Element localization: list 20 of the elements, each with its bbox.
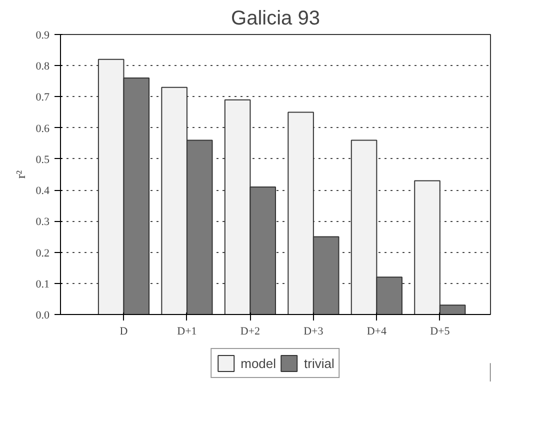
legend-label: model	[240, 356, 276, 370]
x-tick-label: D+1	[177, 326, 197, 338]
y-axis-title: r²	[12, 170, 28, 179]
y-tick-label: 0.3	[36, 216, 50, 228]
legend-label: trivial	[304, 356, 334, 370]
y-tick-label: 0.1	[36, 278, 50, 290]
y-tick-label: 0.0	[36, 310, 50, 322]
y-tick-label: 0.2	[36, 247, 50, 260]
x-tick-label: D+5	[430, 326, 450, 338]
x-tick-label: D	[120, 326, 128, 338]
y-tick-label: 0.4	[36, 185, 50, 198]
y-tick-label: 0.6	[36, 122, 50, 135]
x-tick-label: D+2	[240, 326, 260, 338]
x-tick-label: D+3	[304, 326, 324, 338]
x-tick-label: D+4	[366, 326, 387, 338]
y-tick-label: 0.7	[36, 92, 50, 104]
y-tick-label: 0.5	[36, 154, 50, 166]
chart-title: Galicia 93	[231, 8, 320, 30]
y-tick-label: 0.9	[36, 30, 50, 42]
y-tick-label: 0.8	[36, 60, 50, 73]
